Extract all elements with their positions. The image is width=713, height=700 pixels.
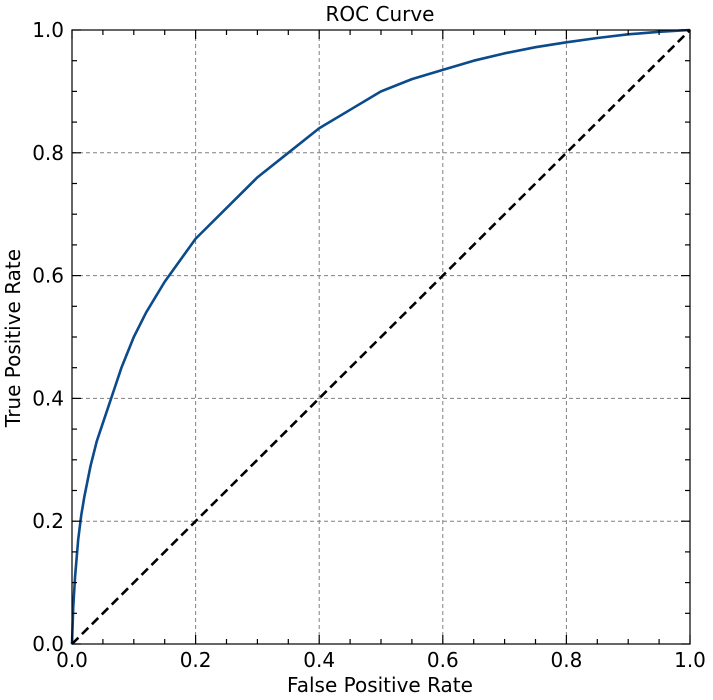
chart-title: ROC Curve: [326, 2, 435, 26]
x-axis-label: False Positive Rate: [287, 673, 473, 697]
x-tick-label: 0.0: [56, 648, 88, 672]
x-tick-label: 1.0: [674, 648, 706, 672]
x-tick-label: 0.8: [550, 648, 582, 672]
tick-labels: 0.0 0.2 0.4 0.6 0.8 1.0 0.0 0.2 0.4 0.6 0.8 1.0: [32, 18, 706, 672]
x-tick-label: 0.6: [427, 648, 459, 672]
y-tick-label: 0.6: [32, 264, 64, 288]
ticks: [71, 29, 691, 645]
y-tick-label: 0.4: [32, 386, 64, 410]
x-tick-label: 0.2: [180, 648, 212, 672]
series-layer: [70, 28, 691, 645]
grid: [72, 30, 690, 644]
y-tick-label: 0.2: [32, 509, 64, 533]
y-tick-label: 0.8: [32, 141, 64, 165]
y-tick-label: 1.0: [32, 18, 64, 42]
chance-diagonal-line: [71, 29, 691, 645]
y-tick-label: 0.0: [32, 632, 64, 656]
x-tick-label: 0.4: [303, 648, 335, 672]
y-axis-label: True Positive Rate: [1, 249, 25, 428]
roc-curve-line: [70, 28, 691, 645]
